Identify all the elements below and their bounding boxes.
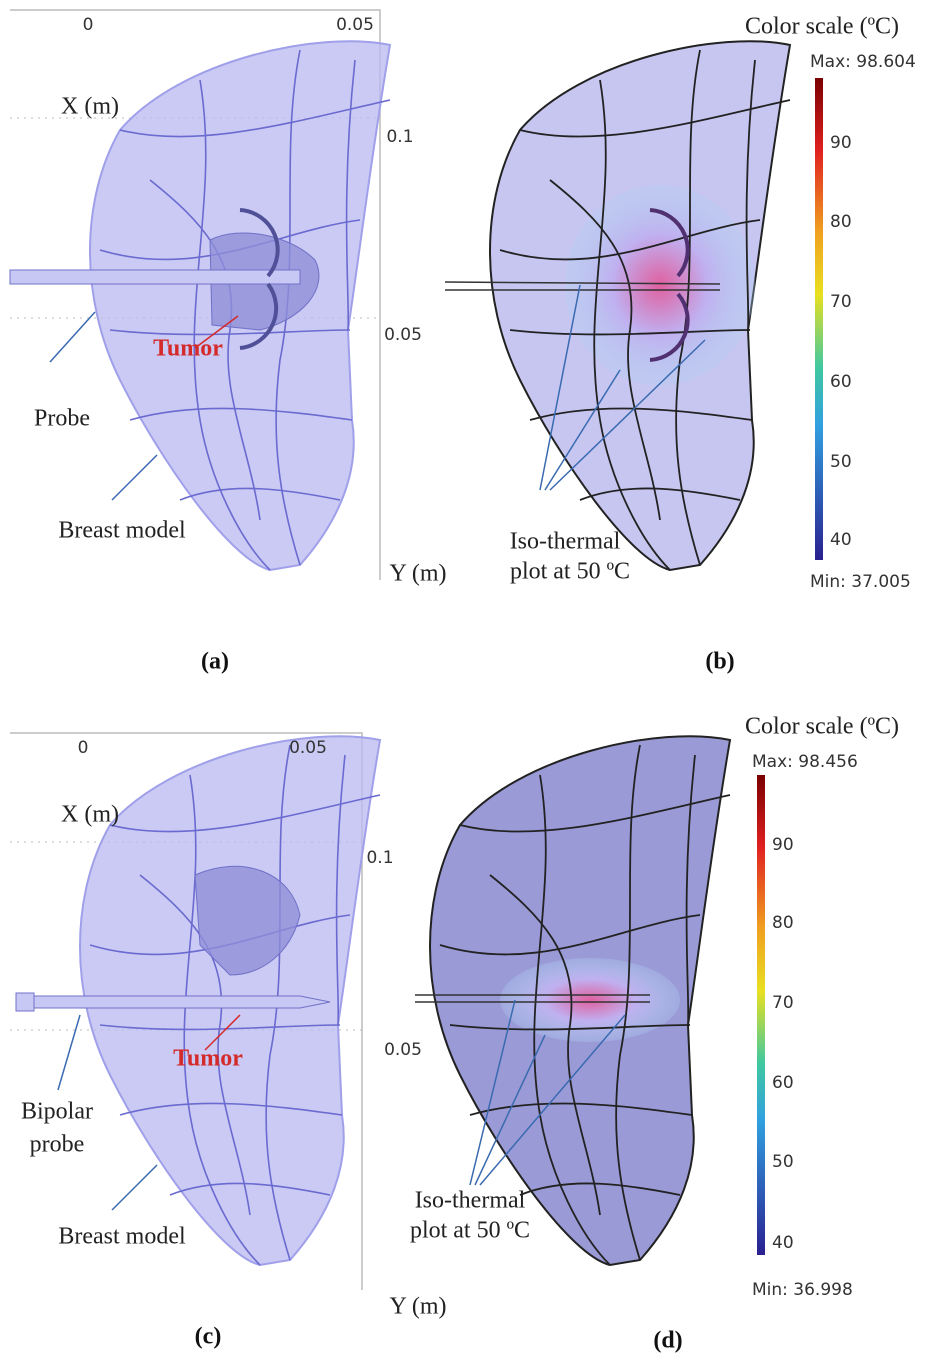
colorbar-title: Color scale (ºC) (745, 14, 899, 40)
colorbar-min: Min: 36.998 (752, 1280, 853, 1300)
colorbar-tick: 90 (830, 133, 852, 153)
tick-label: 0.1 (386, 127, 413, 147)
colorbar-max: Max: 98.456 (752, 752, 858, 772)
tick-label: 0.05 (384, 325, 422, 345)
colorbar-tick: 40 (830, 530, 852, 550)
tumor-label: Tumor (173, 1046, 243, 1072)
tick-label: 0 (83, 15, 94, 35)
axis-label: Y (m) (389, 1294, 446, 1320)
tick-label: 0.1 (366, 848, 393, 868)
probe-label: Probe (34, 406, 90, 432)
tick-label: 0.05 (384, 1040, 422, 1060)
caption: (a) (201, 649, 229, 675)
caption: (d) (653, 1328, 682, 1354)
colorbar-title: Color scale (ºC) (745, 714, 899, 740)
tick-label: 0.05 (336, 15, 374, 35)
tick-label: 0.05 (289, 738, 327, 758)
panel-c: 0 0.05 X (m) 0.1 0.05 Y (m) Bipolar prob… (10, 732, 447, 1350)
colorbar-tick: 60 (830, 372, 852, 392)
colorbar-tick: 80 (772, 913, 794, 933)
colorbar-tick: 50 (830, 452, 852, 472)
panel-b: Color scale (ºC) Max: 98.604 90 80 70 60… (444, 14, 916, 675)
annotation: Iso-thermal (510, 529, 621, 555)
model-label: Breast model (58, 518, 186, 544)
panel-d: Color scale (ºC) Max: 98.456 90 80 70 60… (410, 714, 899, 1354)
colorbar-tick: 50 (772, 1152, 794, 1172)
colorbar-tick: 60 (772, 1073, 794, 1093)
caption: (c) (195, 1324, 222, 1350)
axis-label: X (m) (61, 802, 119, 828)
colorbar-max: Max: 98.604 (810, 52, 916, 72)
colorbar-tick: 80 (830, 212, 852, 232)
colorbar-tick: 70 (772, 993, 794, 1013)
tick-label: 0 (78, 738, 89, 758)
colorbar-tick: 40 (772, 1233, 794, 1253)
probe-label: probe (30, 1132, 85, 1158)
colorbar-min: Min: 37.005 (810, 572, 911, 592)
annotation: plot at 50 ºC (510, 559, 630, 585)
probe-label: Bipolar (21, 1099, 93, 1125)
tumor-label: Tumor (153, 336, 223, 362)
annotation: plot at 50 ºC (410, 1218, 530, 1244)
colorbar-tick: 70 (830, 292, 852, 312)
panel-a: 0 0.05 X (m) 0.1 0.05 Y (m) Probe Tumor … (9, 9, 447, 675)
caption: (b) (705, 649, 734, 675)
colorbar-tick: 90 (772, 835, 794, 855)
model-label: Breast model (58, 1224, 186, 1250)
axis-label: X (m) (61, 94, 119, 120)
axis-label: Y (m) (389, 561, 446, 587)
annotation: Iso-thermal (415, 1188, 526, 1214)
